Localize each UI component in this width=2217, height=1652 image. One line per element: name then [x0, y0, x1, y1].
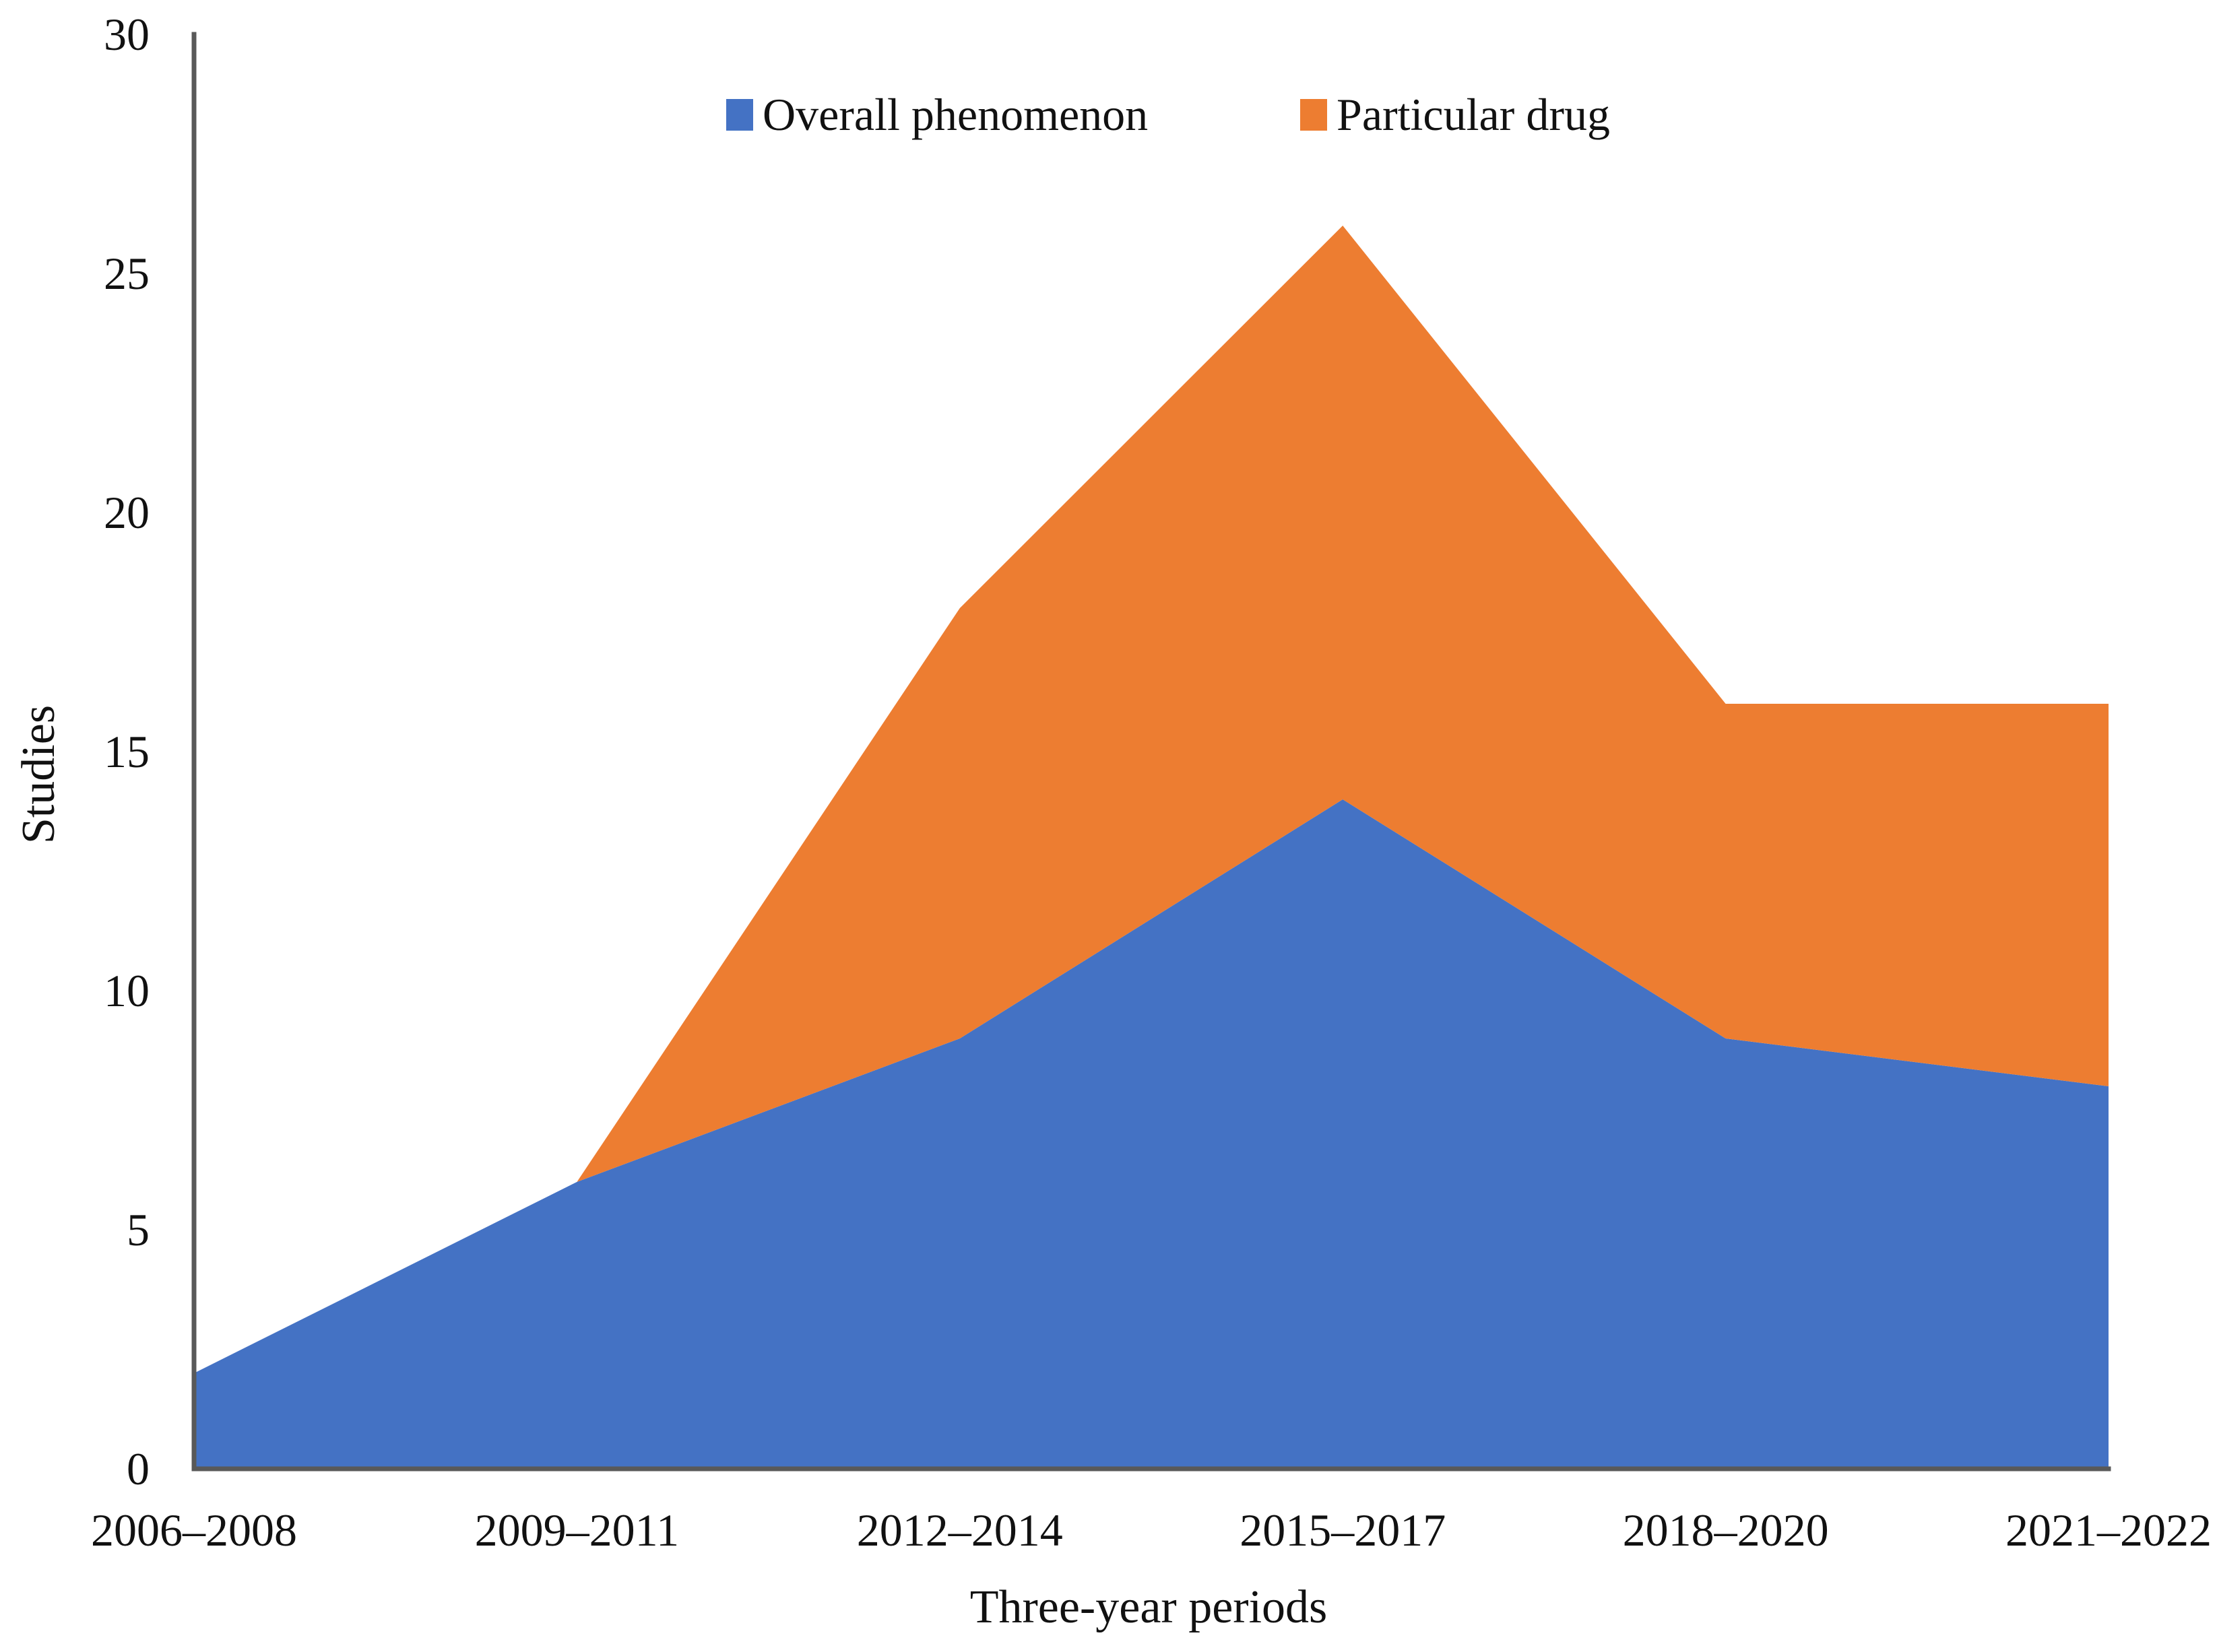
x-tick-label-4: 2018–2020	[1622, 1505, 1829, 1556]
y-tick-label-20: 20	[104, 487, 150, 538]
legend-item-overall-phenomenon: Overall phenomenon	[726, 89, 1149, 140]
area-particular-drug	[194, 226, 2109, 1373]
plot-areas	[194, 226, 2109, 1469]
y-tick-label-25: 25	[104, 248, 150, 299]
x-tick-label-1: 2009–2011	[474, 1505, 680, 1556]
legend-swatch-overall-phenomenon	[726, 98, 753, 131]
y-axis-title: Studies	[13, 704, 65, 845]
y-tick-label-10: 10	[104, 965, 150, 1016]
y-tick-label-5: 5	[127, 1204, 150, 1255]
y-tick-label-30: 30	[104, 9, 150, 60]
x-tick-label-3: 2015–2017	[1240, 1505, 1446, 1556]
legend-swatch-particular-drug	[1300, 98, 1327, 131]
x-tick-label-5: 2021–2022	[2005, 1505, 2212, 1556]
legend-label-particular-drug: Particular drug	[1337, 89, 1610, 140]
area-overall-phenomenon	[194, 799, 2109, 1469]
x-axis-title: Three-year periods	[969, 1581, 1328, 1633]
legend-label-overall-phenomenon: Overall phenomenon	[763, 89, 1149, 140]
legend-item-particular-drug: Particular drug	[1300, 89, 1610, 140]
x-tick-label-0: 2006–2008	[91, 1505, 297, 1556]
y-tick-label-15: 15	[104, 726, 150, 777]
x-tick-label-2: 2012–2014	[856, 1505, 1063, 1556]
y-tick-label-0: 0	[127, 1443, 150, 1494]
